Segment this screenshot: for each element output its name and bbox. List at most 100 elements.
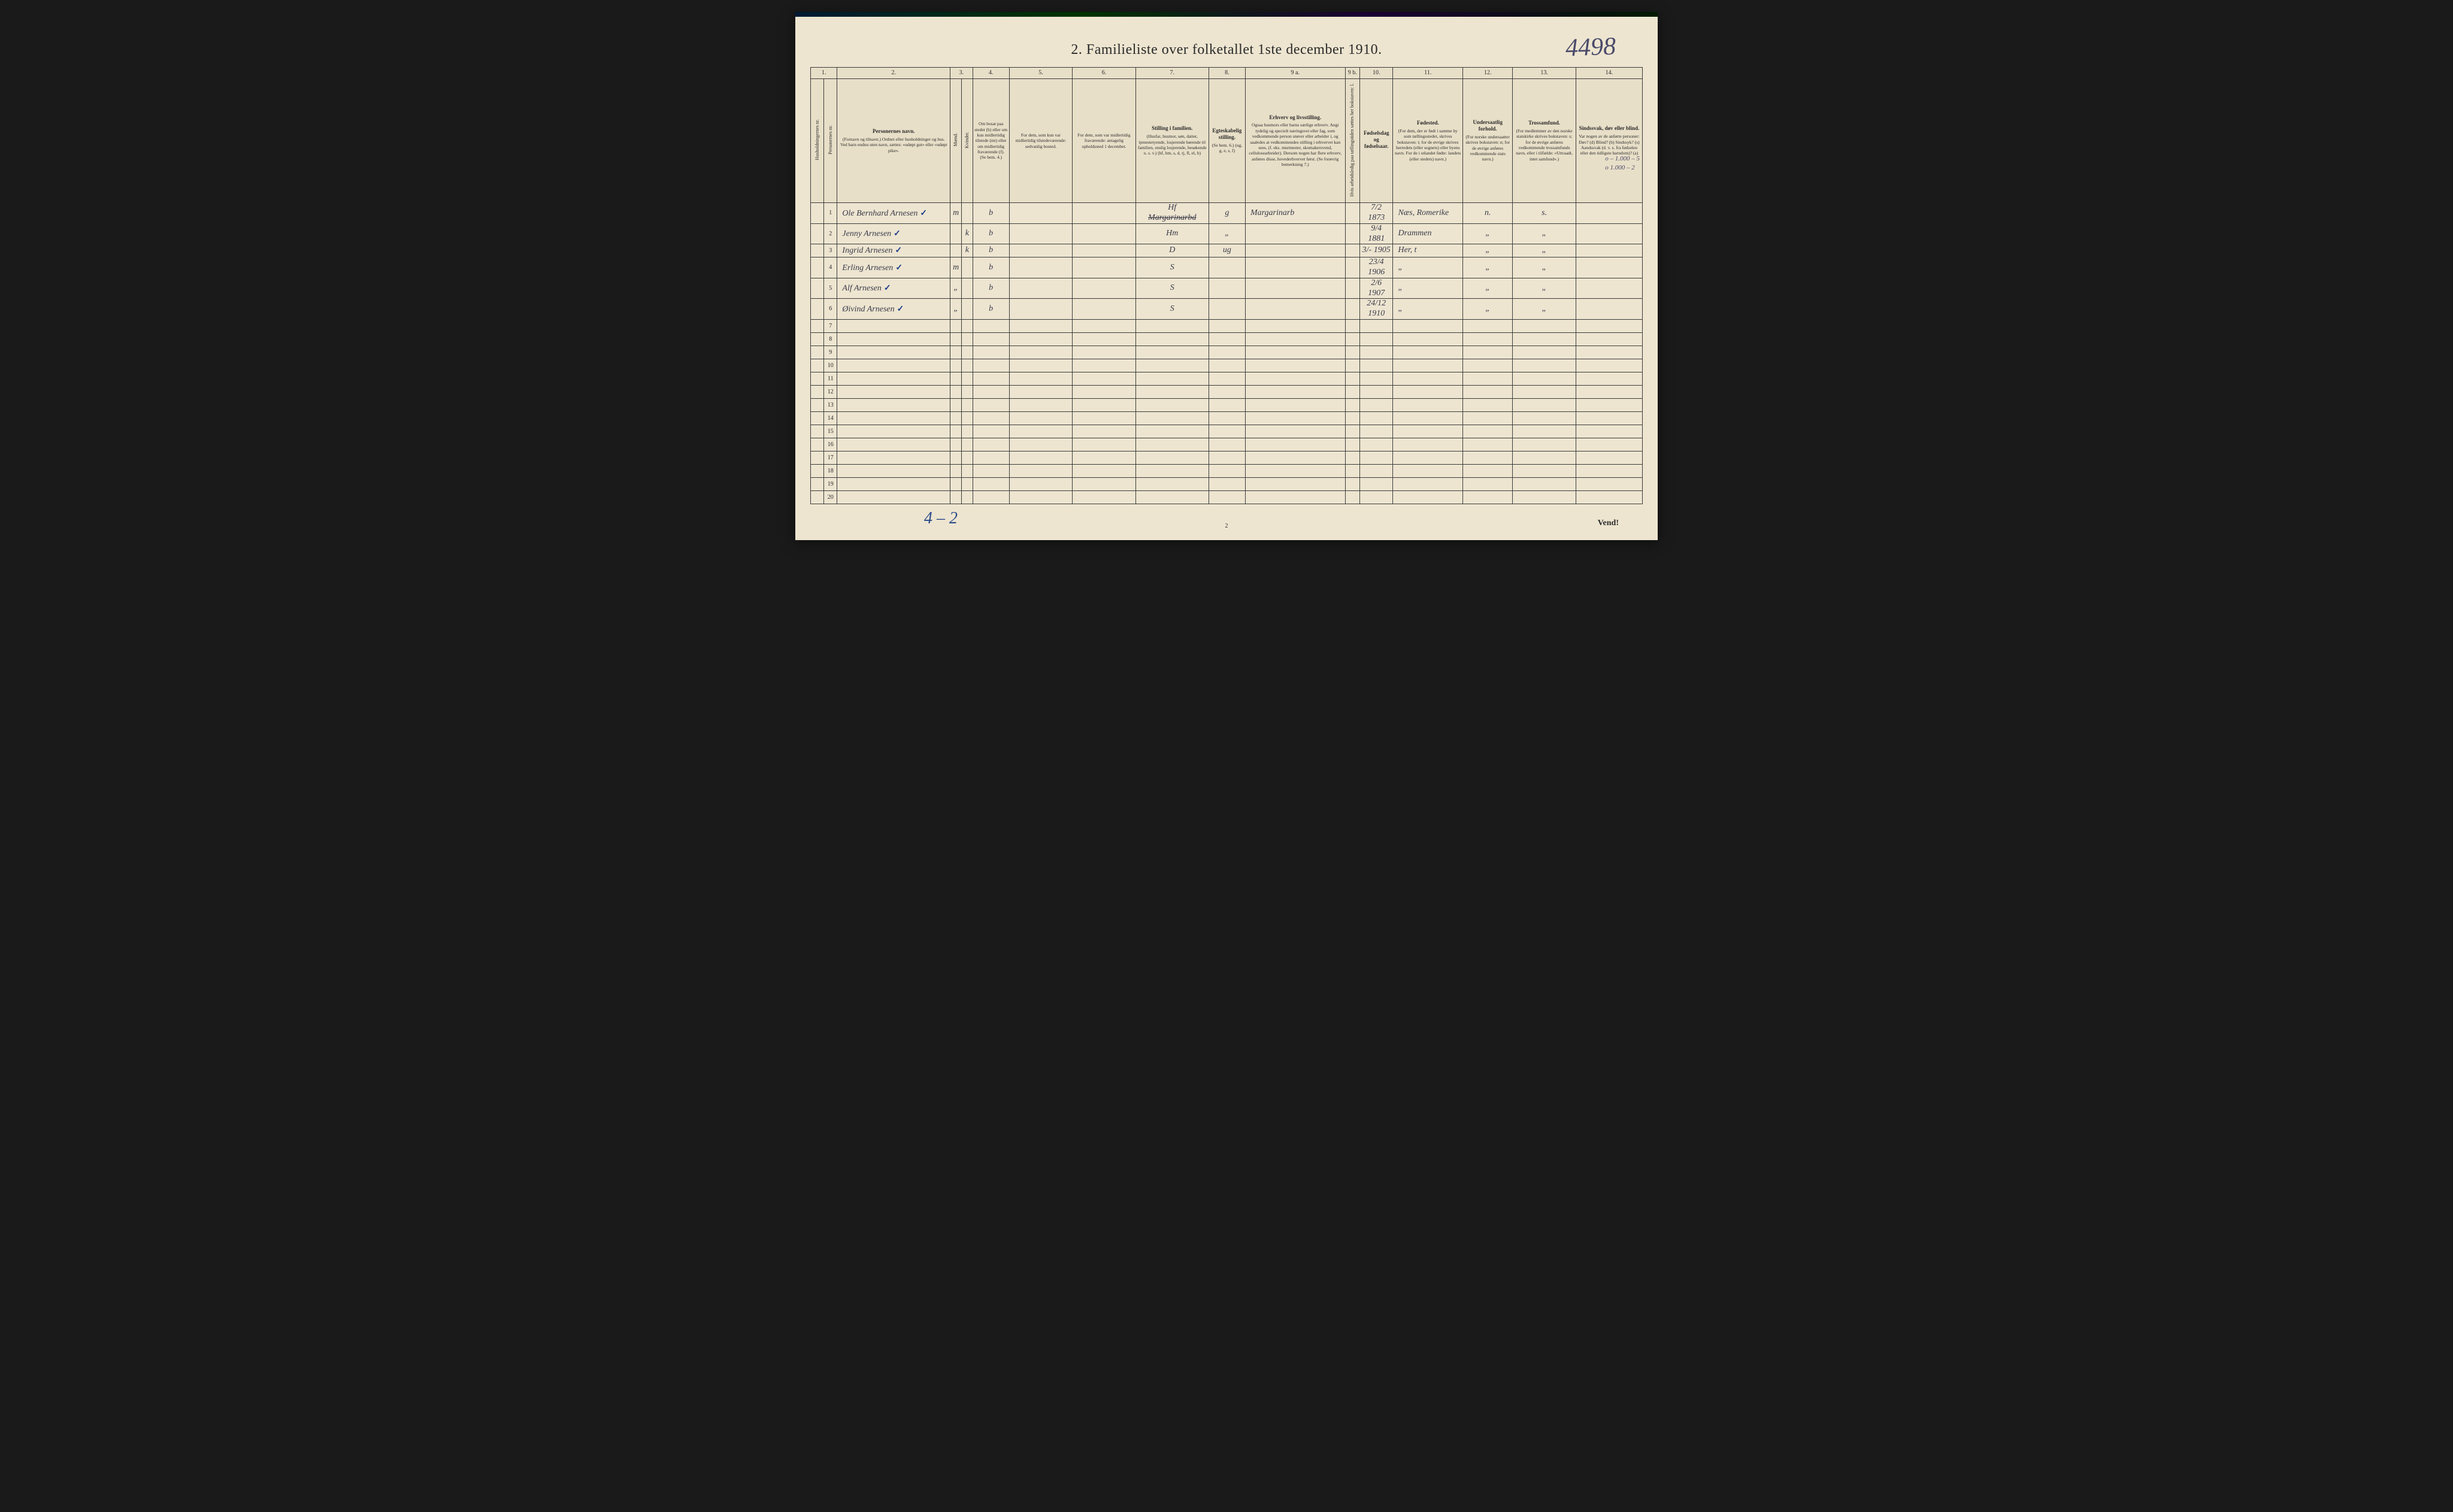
- cell-empty: [1135, 346, 1209, 359]
- cell-person-nr: 8: [824, 333, 837, 346]
- cell-household-nr: [811, 438, 824, 452]
- cell-empty: [1009, 438, 1073, 452]
- cell-person-nr: 6: [824, 299, 837, 320]
- cell-empty: [1073, 478, 1136, 491]
- cell-empty: [1073, 491, 1136, 504]
- cell-empty: [1345, 412, 1359, 425]
- cell-empty: [950, 478, 962, 491]
- cell-empty: [1009, 346, 1073, 359]
- cell-household-nr: [811, 244, 824, 257]
- hdr-sex-male-label: Mænd.: [952, 131, 959, 149]
- table-row: 13: [811, 399, 1643, 412]
- cell-marital: „: [1209, 223, 1245, 244]
- cell-empty: [1463, 412, 1513, 425]
- cell-empty: [1359, 478, 1393, 491]
- cell-empty: [1513, 386, 1576, 399]
- cell-religion: s.: [1513, 203, 1576, 224]
- cell-empty: [1393, 478, 1463, 491]
- cell-person-nr: 1: [824, 203, 837, 224]
- cell-empty: [950, 386, 962, 399]
- cell-empty: [973, 425, 1009, 438]
- cell-empty: [1393, 386, 1463, 399]
- cell-empty: [973, 386, 1009, 399]
- cell-empty: [837, 386, 950, 399]
- table-row: 4Erling Arnesen✓mbS23/4 1906„„„: [811, 257, 1643, 278]
- cell-unemployed: [1345, 203, 1359, 224]
- cell-unemployed: [1345, 244, 1359, 257]
- cell-sex-m: „: [950, 278, 962, 299]
- cell-household-nr: [811, 320, 824, 333]
- cell-family-position: Hm: [1135, 223, 1209, 244]
- cell-empty: [1245, 372, 1345, 386]
- cell-disability: [1576, 244, 1642, 257]
- cell-empty: [1345, 452, 1359, 465]
- hdr-occupation-title: Erhverv og livsstilling.: [1247, 114, 1344, 121]
- cell-household-nr: [811, 452, 824, 465]
- cell-empty: [973, 491, 1009, 504]
- table-row: 15: [811, 425, 1643, 438]
- cell-household-nr: [811, 478, 824, 491]
- cell-person-nr: 5: [824, 278, 837, 299]
- cell-empty: [1073, 399, 1136, 412]
- cell-temp-absent: [1073, 257, 1136, 278]
- hdr-temp-absent-sub: For dem, som var midlertidig fraværende:…: [1074, 132, 1134, 149]
- cell-empty: [1576, 452, 1642, 465]
- cell-nationality: „: [1463, 257, 1513, 278]
- hdr-birthdate: Fødselsdag og fødselsaar.: [1359, 79, 1393, 203]
- cell-name: Jenny Arnesen✓: [837, 223, 950, 244]
- cell-birthdate: 9/4 1881: [1359, 223, 1393, 244]
- table-header: 1. 2. 3. 4. 5. 6. 7. 8. 9 a. 9 b. 10. 11…: [811, 68, 1643, 203]
- cell-empty: [1345, 320, 1359, 333]
- cell-empty: [1359, 359, 1393, 372]
- cell-household-nr: [811, 412, 824, 425]
- cell-empty: [837, 438, 950, 452]
- colnum-8: 8.: [1209, 68, 1245, 79]
- hdr-household-nr-label: Husholdningernes nr.: [814, 117, 821, 162]
- cell-sex-m: m: [950, 257, 962, 278]
- cell-name: Ingrid Arnesen✓: [837, 244, 950, 257]
- cell-religion: „: [1513, 257, 1576, 278]
- cell-empty: [1245, 425, 1345, 438]
- hdr-temp-present-sub: For dem, som kun var midlertidig tilsted…: [1011, 132, 1071, 149]
- hdr-nationality-sub: (For norske undersaatter skrives bokstav…: [1464, 134, 1511, 162]
- cell-empty: [1393, 320, 1463, 333]
- cell-empty: [962, 386, 973, 399]
- cell-occupation: [1245, 299, 1345, 320]
- cell-empty: [950, 333, 962, 346]
- table-row: 18: [811, 465, 1643, 478]
- cell-religion: „: [1513, 278, 1576, 299]
- cell-empty: [973, 465, 1009, 478]
- cell-empty: [837, 452, 950, 465]
- cell-empty: [1135, 478, 1209, 491]
- cell-residence: b: [973, 299, 1009, 320]
- cell-empty: [962, 478, 973, 491]
- cell-empty: [1135, 386, 1209, 399]
- cell-empty: [1513, 333, 1576, 346]
- cell-empty: [1393, 412, 1463, 425]
- cell-marital: [1209, 299, 1245, 320]
- cell-household-nr: [811, 425, 824, 438]
- cell-empty: [1359, 346, 1393, 359]
- cell-empty: [1359, 425, 1393, 438]
- hdr-unemployed: Hvis arbeidsledig paa tællingstiden sætt…: [1345, 79, 1359, 203]
- cell-empty: [950, 465, 962, 478]
- cell-empty: [1345, 359, 1359, 372]
- cell-birthplace: Næs, Romerike: [1393, 203, 1463, 224]
- cell-empty: [950, 359, 962, 372]
- margin-note-line1: o – 1.000 – 5: [1605, 155, 1640, 162]
- cell-empty: [1513, 412, 1576, 425]
- cell-temp-present: [1009, 203, 1073, 224]
- cell-religion: „: [1513, 244, 1576, 257]
- hdr-family-position-sub: (Husfar, husmor, søn, datter, tjenestety…: [1137, 134, 1207, 156]
- cell-empty: [1513, 465, 1576, 478]
- cell-empty: [973, 372, 1009, 386]
- cell-temp-absent: [1073, 299, 1136, 320]
- colnum-6: 6.: [1073, 68, 1136, 79]
- cell-empty: [1359, 386, 1393, 399]
- table-row: 20: [811, 491, 1643, 504]
- cell-person-nr: 11: [824, 372, 837, 386]
- census-page: 4498 2. Familieliste over folketallet 1s…: [795, 12, 1658, 540]
- cell-sex-m: m: [950, 203, 962, 224]
- cell-household-nr: [811, 333, 824, 346]
- hdr-sex-female-label: Kvinder.: [964, 129, 971, 151]
